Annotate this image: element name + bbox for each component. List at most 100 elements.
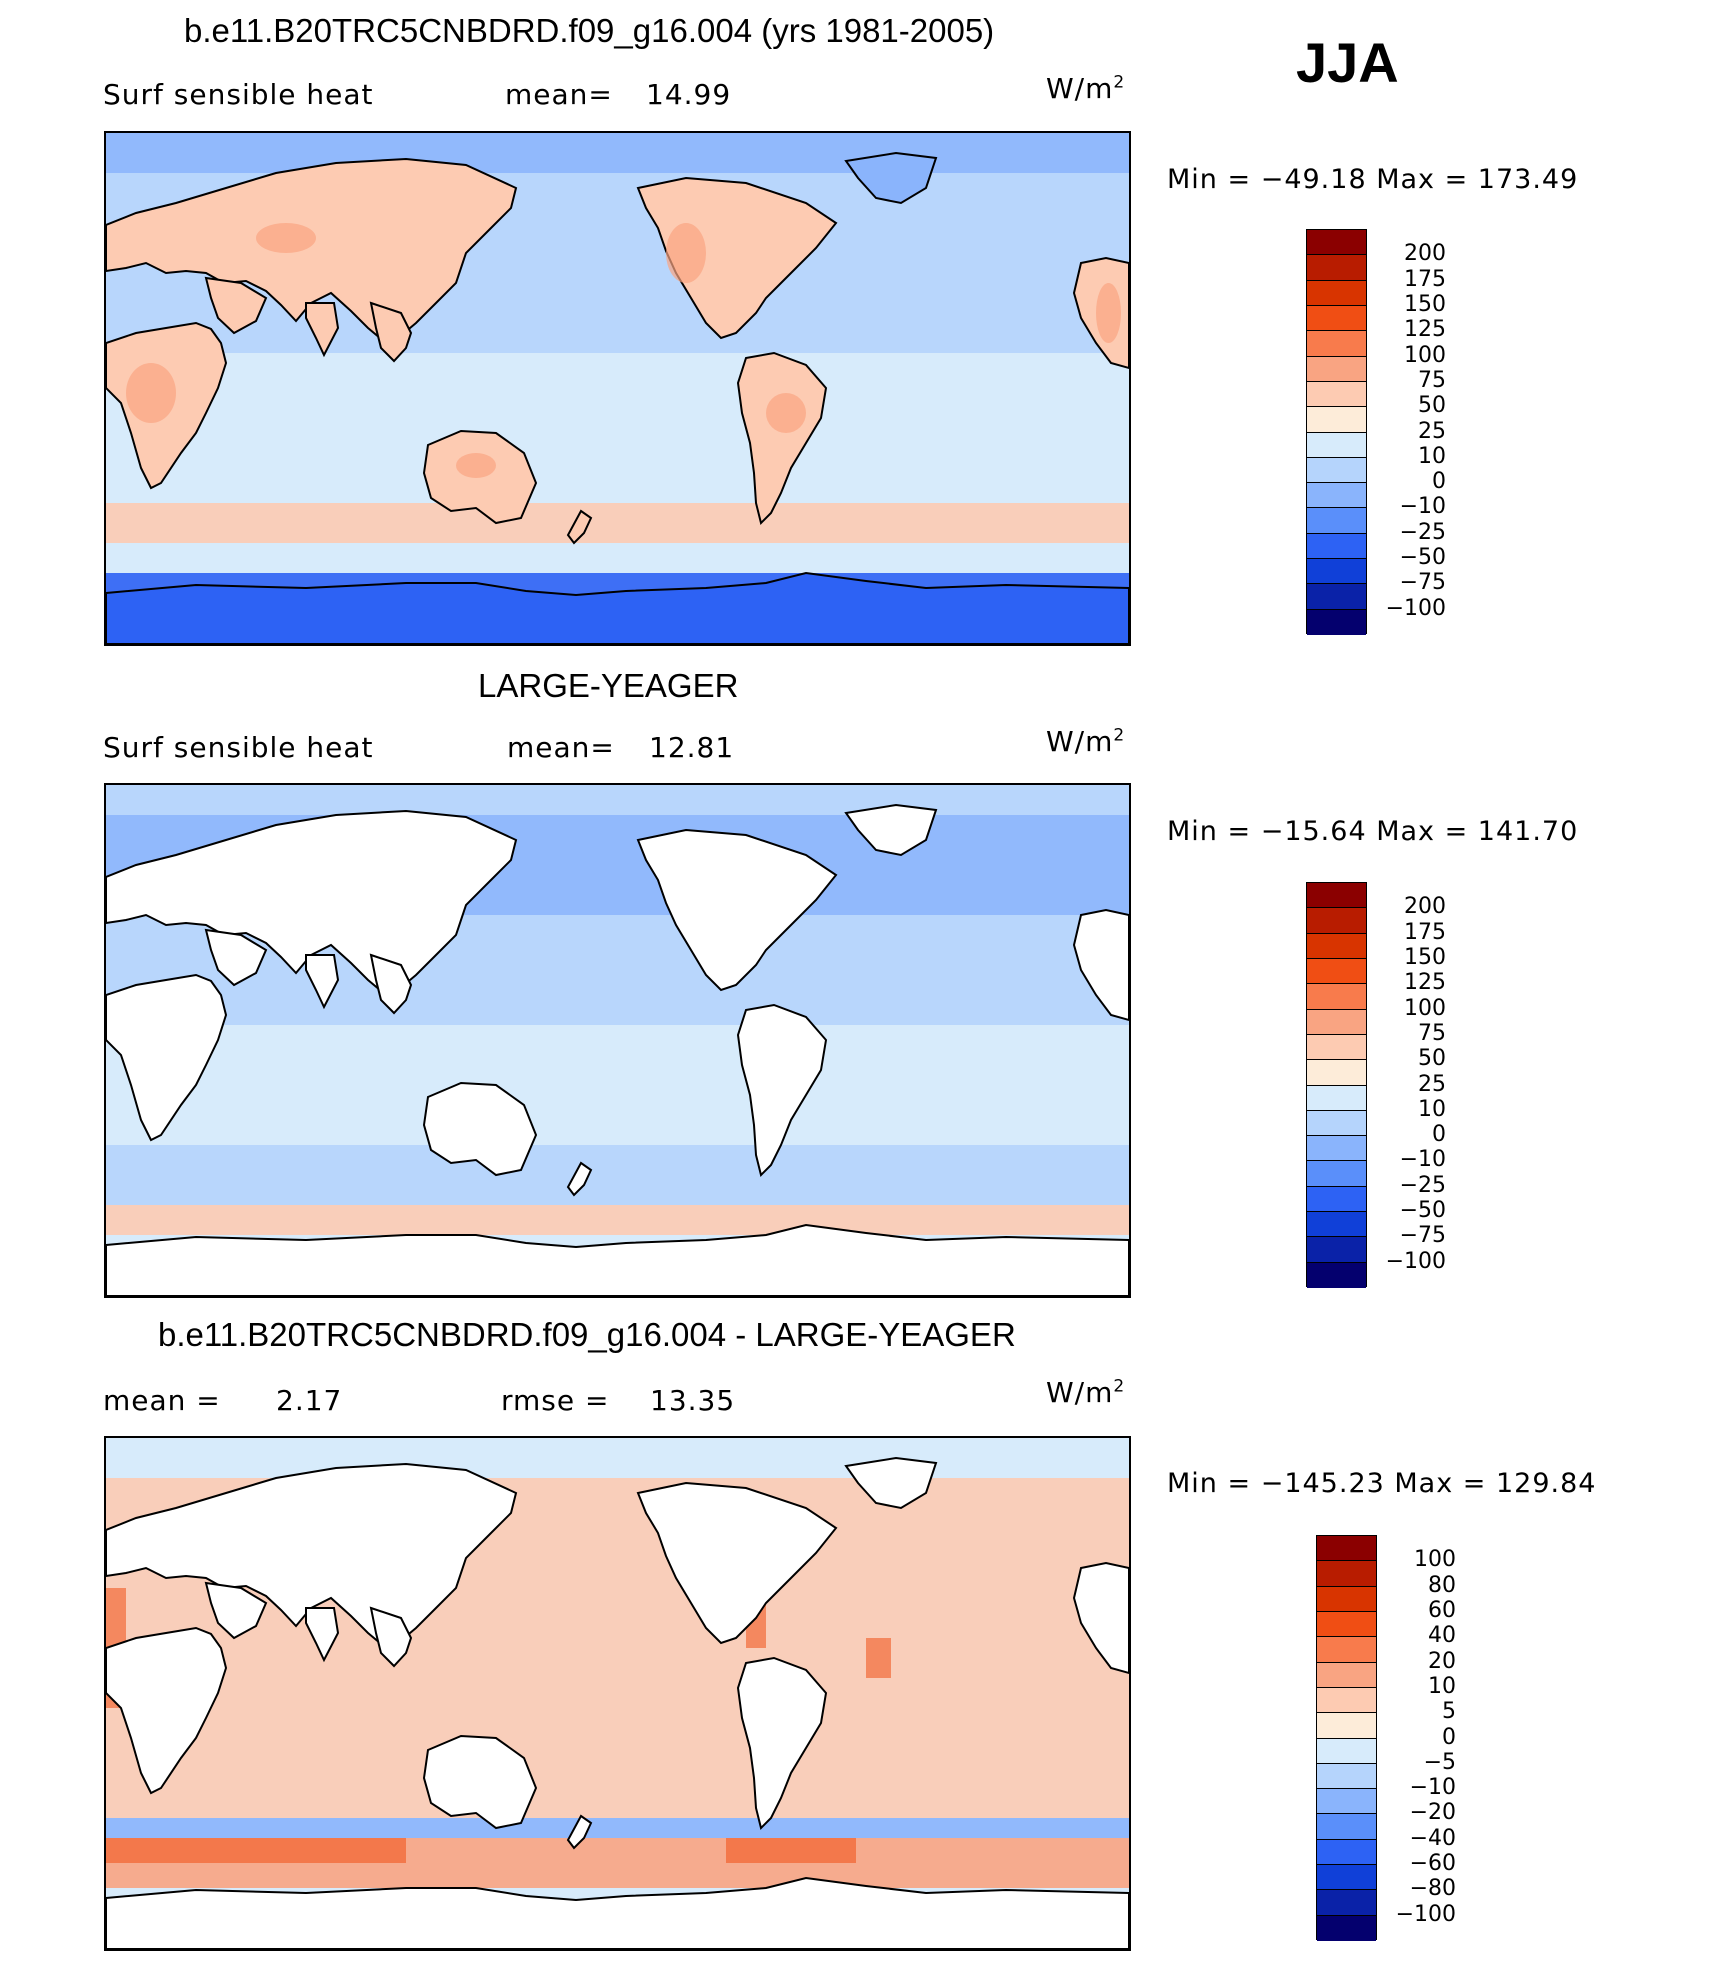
colorbar-tick-label: −10 xyxy=(1399,494,1446,520)
season-label: JJA xyxy=(1296,31,1399,94)
colorbar-tick-label: −80 xyxy=(1409,1876,1456,1902)
colorbar-swatch xyxy=(1307,508,1366,534)
landmass-samerica xyxy=(736,351,828,525)
ocean-contour-band xyxy=(106,1818,1129,1838)
colorbar-swatch xyxy=(1307,1034,1366,1061)
colorbar-tick-label: −100 xyxy=(1395,1901,1456,1927)
landmass-seasia xyxy=(369,953,413,1015)
colorbar-tick-label: −75 xyxy=(1399,570,1446,596)
colorbar-tick-label: −40 xyxy=(1409,1825,1456,1851)
colorbar-swatch xyxy=(1317,1814,1376,1840)
colorbar-swatch xyxy=(1307,457,1366,484)
landmass-nz xyxy=(566,1161,593,1197)
colorbar-tick-label: −10 xyxy=(1409,1775,1456,1801)
panel-1-units: W/m2 xyxy=(1046,72,1126,105)
colorbar-swatch xyxy=(1307,255,1366,281)
ocean-contour-band xyxy=(106,1438,1129,1478)
landmass-seasia xyxy=(369,1606,413,1668)
panel-2-mean-value: 12.81 xyxy=(649,731,735,764)
colorbar-swatch xyxy=(1307,1237,1366,1263)
colorbar-tick-label: 10 xyxy=(1428,1673,1456,1699)
land-heat-patch xyxy=(256,223,316,253)
landmass-australia xyxy=(422,1081,538,1177)
colorbar-swatch xyxy=(1307,883,1366,909)
colorbar-swatch xyxy=(1307,1085,1366,1111)
colorbar-swatch xyxy=(1307,908,1366,934)
colorbar-tick-label: −5 xyxy=(1423,1749,1456,1775)
colorbar-swatch xyxy=(1307,1110,1366,1137)
land-heat-patch xyxy=(1096,283,1121,343)
colorbar-swatch xyxy=(1307,432,1366,458)
panel-2-colorbar-labels: 200 175 150 125 100 75 50 25 10 0 −10 −25 −50 −75 −100 xyxy=(1372,882,1446,1287)
landmass-greenland xyxy=(844,803,938,857)
colorbar-swatch xyxy=(1307,533,1366,560)
coastal-anomaly xyxy=(726,1838,856,1863)
colorbar-swatch xyxy=(1307,1212,1366,1238)
colorbar-swatch xyxy=(1317,1890,1376,1916)
colorbar-swatch xyxy=(1307,984,1366,1010)
colorbar-tick-label: 40 xyxy=(1428,1623,1456,1649)
landmass-namerica xyxy=(636,828,838,992)
colorbar-tick-label: 5 xyxy=(1442,1699,1456,1725)
panel-3-mean-label: mean = xyxy=(103,1384,221,1417)
colorbar-swatch xyxy=(1307,331,1366,357)
colorbar-swatch xyxy=(1307,280,1366,306)
colorbar-tick-label: 175 xyxy=(1404,919,1446,945)
colorbar-tick-label: 125 xyxy=(1404,970,1446,996)
panel-3-min-max: Min = −145.23 Max = 129.84 xyxy=(1167,1468,1597,1499)
colorbar-swatch xyxy=(1317,1536,1376,1562)
panel-2-mean-label: mean= xyxy=(507,731,615,764)
landmass-samerica xyxy=(736,1003,828,1177)
landmass-namerica xyxy=(636,1481,838,1645)
ocean-contour-band xyxy=(106,353,1129,413)
map-plot xyxy=(106,133,1129,644)
colorbar-swatch xyxy=(1317,1586,1376,1612)
colorbar-tick-label: 75 xyxy=(1418,1020,1446,1046)
colorbar-tick-label: −20 xyxy=(1409,1800,1456,1826)
panel-1-mean-label: mean= xyxy=(505,78,613,111)
panel-3-title: b.e11.B20TRC5CNBDRD.f09_g16.004 - LARGE-… xyxy=(158,1316,1016,1353)
colorbar-tick-label: −50 xyxy=(1399,1198,1446,1224)
landmass-seasia xyxy=(369,301,413,363)
colorbar-tick-label: 0 xyxy=(1432,1122,1446,1148)
ocean-contour-band xyxy=(106,1025,1129,1145)
colorbar-swatch xyxy=(1317,1865,1376,1891)
colorbar-tick-label: 60 xyxy=(1428,1597,1456,1623)
coastal-anomaly xyxy=(106,1838,406,1863)
colorbar-tick-label: 50 xyxy=(1418,393,1446,419)
colorbar-swatch xyxy=(1307,1136,1366,1162)
colorbar-tick-label: 125 xyxy=(1404,317,1446,343)
colorbar-tick-label: 175 xyxy=(1404,266,1446,292)
landmass-australia xyxy=(422,1734,538,1830)
colorbar-swatch xyxy=(1317,1915,1376,1941)
coastal-anomaly xyxy=(866,1638,891,1678)
colorbar-swatch xyxy=(1307,1262,1366,1288)
landmass-africa xyxy=(106,973,228,1142)
colorbar-tick-label: −50 xyxy=(1399,545,1446,571)
colorbar-tick-label: 150 xyxy=(1404,291,1446,317)
colorbar-tick-label: −75 xyxy=(1399,1223,1446,1249)
panel-3-colorbar xyxy=(1316,1535,1377,1941)
colorbar-swatch xyxy=(1317,1662,1376,1688)
ocean-contour-band xyxy=(106,1728,1129,1818)
panel-2-colorbar xyxy=(1306,882,1367,1288)
panel-3-colorbar-labels: 100 80 60 40 20 10 5 0 −5 −10 −20 −40 −60 −80 −100 xyxy=(1382,1535,1456,1940)
colorbar-swatch xyxy=(1307,305,1366,332)
landmass-arabia xyxy=(204,276,268,335)
colorbar-swatch xyxy=(1317,1839,1376,1866)
panel-1-title: b.e11.B20TRC5CNBDRD.f09_g16.004 (yrs 198… xyxy=(184,12,995,49)
colorbar-swatch xyxy=(1307,933,1366,959)
panel-2-min-max: Min = −15.64 Max = 141.70 xyxy=(1167,816,1579,847)
colorbar-swatch xyxy=(1307,407,1366,433)
colorbar-tick-label: 75 xyxy=(1418,367,1446,393)
landmass-india xyxy=(305,1607,340,1663)
panel-2-title: LARGE-YEAGER xyxy=(478,667,739,704)
landmass-westafrica xyxy=(1072,1561,1129,1675)
landmass-africa xyxy=(106,1626,228,1795)
colorbar-swatch xyxy=(1317,1611,1376,1638)
panel-3-rmse-label: rmse = xyxy=(501,1384,610,1417)
colorbar-swatch xyxy=(1307,559,1366,585)
colorbar-tick-label: 0 xyxy=(1442,1724,1456,1750)
landmass-nz xyxy=(566,509,593,545)
colorbar-tick-label: 200 xyxy=(1404,894,1446,920)
